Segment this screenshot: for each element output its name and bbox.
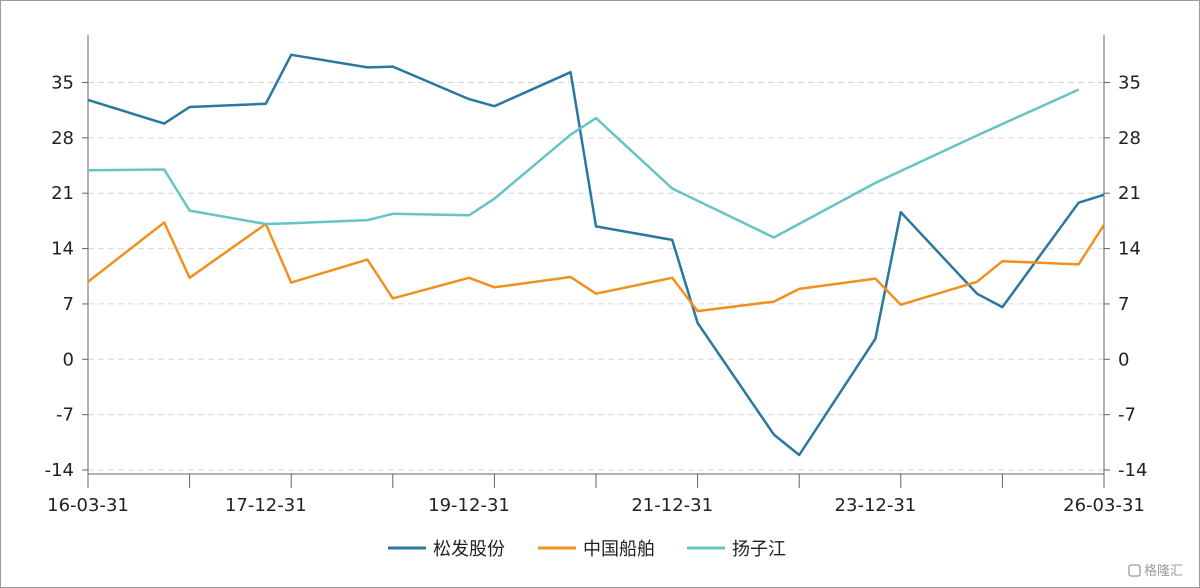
y-tick-label-left: 14: [51, 239, 74, 260]
y-axis-right-ticks: 35 28 21 14 7 0 -7 -14: [1104, 72, 1147, 481]
series-line-2: [87, 221, 1106, 313]
legend: 松发股份 中国船舶 扬子江: [388, 539, 786, 560]
x-tick-label: 26-03-31: [1063, 495, 1145, 516]
y-tick-label-left: 21: [51, 183, 74, 204]
x-tick-label: 16-03-31: [47, 495, 129, 516]
legend-label: 松发股份: [433, 539, 505, 560]
series-line-1: [87, 53, 1105, 457]
watermark: 格隆汇: [1128, 563, 1183, 579]
y-tick-label-left: 0: [63, 349, 74, 370]
y-tick-label-left: 7: [63, 294, 74, 315]
legend-label: 中国船舶: [583, 539, 655, 560]
y-tick-label-left: 35: [51, 72, 74, 93]
grid-lines: [88, 81, 1104, 471]
y-tick-label-right: -7: [1118, 405, 1136, 426]
y-axis-left-ticks: 35 28 21 14 7 0 -7 -14: [45, 72, 88, 481]
x-tick-label: 21-12-31: [631, 495, 713, 516]
watermark-text: 格隆汇: [1144, 563, 1183, 579]
x-tick-label: 23-12-31: [835, 495, 917, 516]
y-tick-label-right: -14: [1118, 460, 1147, 481]
y-tick-label-right: 7: [1118, 294, 1129, 315]
legend-label: 扬子江: [732, 539, 786, 560]
y-tick-label-left: -7: [56, 405, 74, 426]
y-tick-label-right: 35: [1118, 72, 1141, 93]
series-lines: [87, 53, 1106, 457]
y-tick-label-right: 28: [1118, 128, 1141, 149]
axes: [87, 35, 1105, 475]
y-tick-label-right: 14: [1118, 239, 1141, 260]
y-tick-label-right: 21: [1118, 183, 1141, 204]
watermark-logo-icon: [1128, 564, 1141, 577]
x-tick-label: 17-12-31: [225, 495, 307, 516]
x-axis-ticks: 16-03-31 17-12-31 19-12-31 21-12-31 23-12-31…: [47, 474, 1145, 516]
y-tick-label-right: 0: [1118, 349, 1129, 370]
y-tick-label-left: 28: [51, 128, 74, 149]
x-tick-label: 19-12-31: [428, 495, 510, 516]
series-line-3: [87, 88, 1080, 239]
y-tick-label-left: -14: [45, 460, 74, 481]
